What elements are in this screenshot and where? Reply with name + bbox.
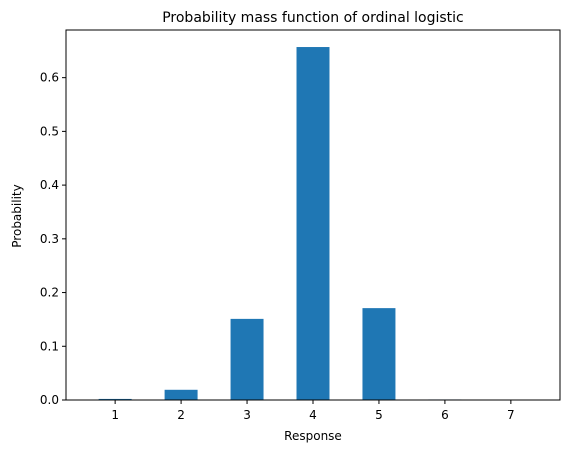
x-tick-label: 4	[309, 408, 317, 422]
y-tick-label: 0.3	[40, 232, 59, 246]
y-tick-label: 0.5	[40, 124, 59, 138]
x-tick-label: 3	[243, 408, 251, 422]
y-axis-label: Probability	[10, 184, 24, 247]
x-tick-label: 1	[111, 408, 119, 422]
y-tick-label: 0.2	[40, 286, 59, 300]
x-axis-label: Response	[284, 429, 342, 443]
y-tick-label: 0.1	[40, 339, 59, 353]
y-tick-label: 0.0	[40, 393, 59, 407]
bar-3	[231, 319, 264, 400]
chart-title: Probability mass function of ordinal log…	[162, 10, 464, 26]
bar-5	[362, 308, 395, 400]
x-tick-label: 5	[375, 408, 383, 422]
x-ticks: 1 2 3 4 5 6 7	[111, 400, 514, 422]
x-tick-label: 6	[441, 408, 449, 422]
bars-group	[99, 47, 528, 400]
bar-2	[165, 390, 198, 400]
y-tick-label: 0.4	[40, 178, 59, 192]
x-tick-label: 2	[177, 408, 185, 422]
y-tick-label: 0.6	[40, 71, 59, 85]
y-ticks: 0.0 0.1 0.2 0.3 0.4 0.5 0.6	[40, 71, 66, 407]
bar-4	[297, 47, 330, 400]
x-tick-label: 7	[507, 408, 515, 422]
